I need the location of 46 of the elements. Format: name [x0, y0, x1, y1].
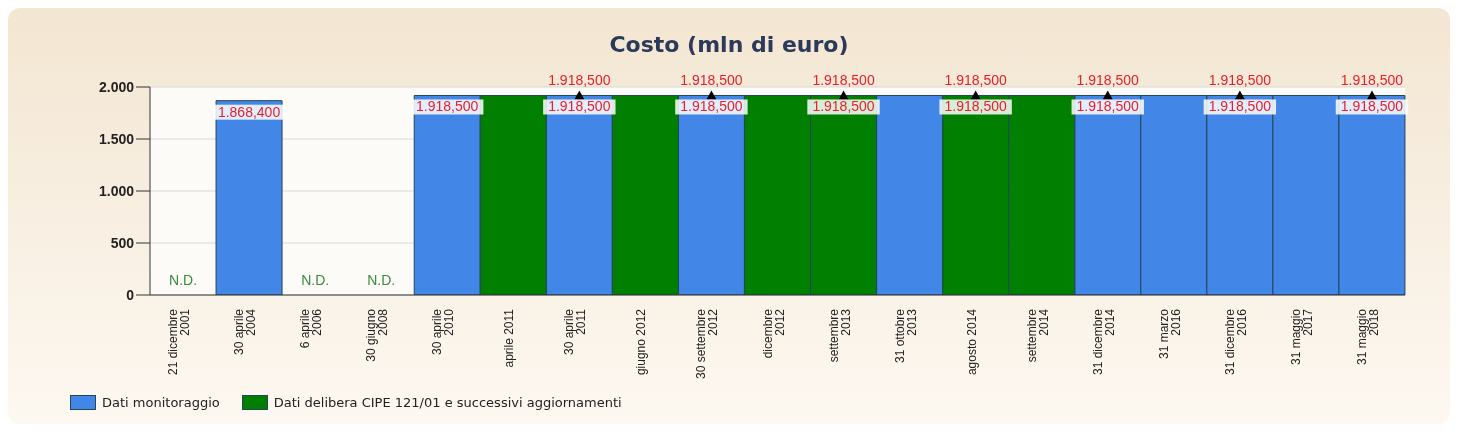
y-tick-label: 2.000 — [98, 78, 135, 95]
data-label: 1.918,500 — [1208, 71, 1272, 88]
y-tick-label: 500 — [110, 234, 135, 251]
x-tick-label: 30 settembre 2012 — [694, 308, 721, 380]
x-tick-label: 31 dicembre 2016 — [1222, 308, 1249, 376]
x-tick-label: giugno 2012 — [634, 308, 649, 376]
data-label: 1.918,500 — [416, 98, 479, 115]
x-tick-label: 31 dicembre 2014 — [1090, 308, 1117, 376]
x-tick-label: 30 aprile 2011 — [562, 308, 589, 356]
x-tick-label: 30 giugno 2008 — [364, 308, 391, 362]
text: N.D. — [169, 272, 198, 288]
data-label: 1.918,500 — [944, 98, 1007, 115]
x-tick-label: 6 aprile 2006 — [298, 308, 325, 349]
x-tick-label: 31 maggio 2018 — [1354, 308, 1381, 366]
x-tick-label: 30 aprile 2010 — [430, 308, 457, 356]
x-tick-label: 30 aprile 2004 — [232, 308, 259, 356]
data-label: 1.918,500 — [680, 98, 743, 115]
data-label: 1.918,500 — [680, 71, 743, 88]
data-label: 1.918,500 — [548, 98, 611, 115]
chart-title: Costo (mln di euro) — [608, 32, 850, 57]
data-label: 1.918,500 — [812, 98, 875, 115]
text: N.D. — [301, 272, 330, 288]
y-tick-label: 1.000 — [98, 182, 135, 199]
data-label: 1.868,400 — [217, 103, 281, 120]
x-tick-label: agosto 2014 — [964, 308, 979, 376]
data-label: 1.918,500 — [944, 71, 1008, 88]
x-tick-label: aprile 2011 — [502, 308, 517, 368]
x-tick-label: 31 marzo 2016 — [1156, 308, 1183, 360]
data-label: 1.918,500 — [1076, 98, 1140, 115]
data-label: 1.918,500 — [1208, 98, 1272, 115]
data-label: 1.918,500 — [548, 71, 611, 88]
x-tick-label: dicembre 2012 — [760, 308, 787, 359]
x-tick-label: 31 maggio 2017 — [1288, 308, 1315, 366]
data-label: 1.918,500 — [1340, 98, 1404, 115]
text: N.D. — [367, 272, 396, 288]
legend-label: Dati monitoraggio — [102, 395, 220, 410]
legend-label: Dati delibera CIPE 121/01 e successivi aggiornamenti — [273, 395, 622, 410]
x-tick-label: 21 dicembre 2001 — [166, 308, 193, 376]
x-tick-label: settembre 2013 — [826, 308, 853, 363]
data-label: 1.918,500 — [1340, 71, 1404, 88]
y-tick-label: 0 — [126, 286, 135, 303]
x-tick-label: 31 ottobre 2013 — [892, 308, 919, 364]
x-tick-label: settembre 2014 — [1024, 308, 1051, 363]
data-label: 1.918,500 — [812, 71, 875, 88]
data-label: 1.918,500 — [1076, 71, 1140, 88]
y-tick-label: 1.500 — [98, 130, 135, 147]
